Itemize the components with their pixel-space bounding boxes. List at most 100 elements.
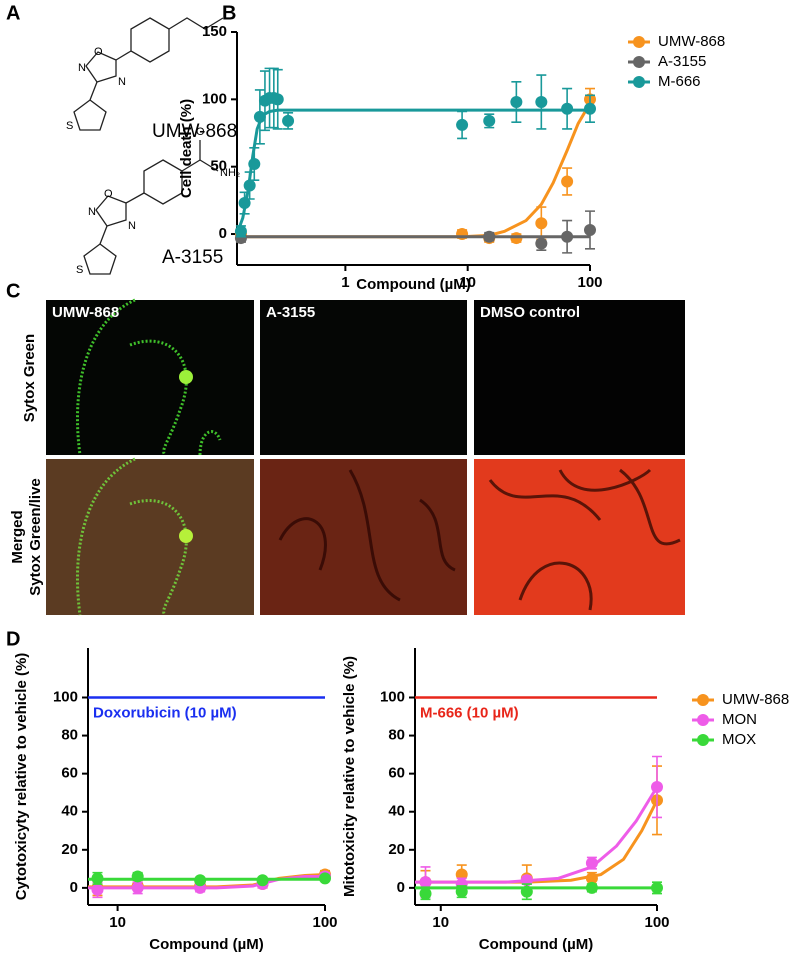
data-point (131, 870, 144, 883)
legend-label: UMW-868 (722, 691, 789, 708)
structure-a3155: O N N S O NH₂ A-3155 (76, 126, 240, 276)
x-tick-label: 10 (109, 914, 126, 931)
data-point (535, 217, 548, 230)
y-tick-label: 40 (61, 803, 78, 820)
legend-label: UMW-868 (658, 33, 725, 50)
data-point (535, 96, 548, 109)
x-tick-label: 100 (644, 914, 669, 931)
image-label: DMSO control (480, 304, 580, 321)
legend-swatch (697, 734, 709, 746)
data-point (483, 230, 496, 243)
data-point (253, 110, 266, 123)
image-label: A-3155 (266, 304, 315, 321)
data-point (584, 223, 596, 236)
data-point (91, 872, 104, 885)
fit-curve (415, 786, 659, 884)
atom-label: O (94, 46, 103, 58)
data-point (561, 230, 574, 243)
y-tick-label: 0 (219, 225, 227, 242)
data-point (256, 874, 269, 887)
y-tick-label: 40 (388, 803, 405, 820)
legend-label: A-3155 (658, 53, 706, 70)
data-point (248, 157, 261, 170)
y-axis-title: Mitotoxicity relative to vehicle (%) (341, 656, 358, 897)
compound-name: A-3155 (162, 247, 223, 268)
x-tick-label: 10 (432, 914, 449, 931)
data-point (131, 881, 144, 894)
row-label: Sytox Green (21, 334, 38, 422)
atom-label: NH₂ (220, 167, 240, 179)
legend-swatch (697, 694, 709, 706)
data-point (282, 114, 295, 127)
legend-label: MOX (722, 731, 756, 748)
data-point (585, 872, 598, 885)
data-point (456, 228, 469, 241)
data-point (419, 887, 432, 900)
row-label: Merged (9, 510, 26, 563)
data-point (234, 225, 247, 238)
atom-label: S (76, 264, 83, 276)
atom-label: O (196, 126, 205, 138)
data-point (419, 876, 432, 889)
data-point (651, 780, 663, 793)
x-tick-label: 10 (459, 274, 476, 291)
data-point (585, 857, 598, 870)
data-point (483, 114, 496, 127)
y-tick-label: 50 (210, 158, 227, 175)
panel-label: C (6, 280, 20, 302)
legend-swatch (633, 56, 645, 68)
legend-swatch (633, 36, 645, 48)
data-point (561, 102, 574, 115)
atom-label: N (78, 62, 86, 74)
structure-umw868: O N N S UMW-868 (66, 17, 237, 142)
compound-name: UMW-868 (152, 121, 237, 142)
legend-swatch (697, 714, 709, 726)
y-tick-label: 20 (388, 841, 405, 858)
x-axis-title: Compound (µM) (356, 276, 470, 293)
data-point (319, 872, 331, 885)
y-tick-label: 100 (380, 688, 405, 705)
y-tick-label: 100 (53, 688, 78, 705)
y-tick-label: 0 (397, 879, 405, 896)
panel-label: B (222, 2, 236, 24)
data-point (584, 102, 596, 115)
y-tick-label: 20 (61, 841, 78, 858)
atom-label: N (88, 206, 96, 218)
y-tick-label: 60 (61, 765, 78, 782)
y-tick-label: 80 (61, 727, 78, 744)
atom-label: N (128, 220, 136, 232)
legend-label: MON (722, 711, 757, 728)
y-tick-label: 150 (202, 23, 227, 40)
data-point (91, 883, 104, 896)
y-tick-label: 60 (388, 765, 405, 782)
data-point (243, 179, 256, 192)
micrographs: UMW-868 A-3155 DMSO control Sytox Green … (9, 298, 685, 617)
data-point (535, 237, 548, 250)
data-point (651, 881, 663, 894)
x-tick-label: 1 (341, 274, 349, 291)
panel-label: D (6, 628, 20, 650)
image-label: UMW-868 (52, 304, 119, 321)
y-axis-title: Cytotoxicyty relative to vehicle (%) (13, 653, 30, 901)
reference-label: M-666 (10 µM) (420, 704, 519, 721)
data-point (561, 175, 574, 188)
data-point (585, 881, 598, 894)
data-point (455, 868, 468, 881)
data-point (455, 885, 468, 898)
x-tick-label: 100 (577, 274, 602, 291)
atom-label: S (66, 120, 73, 132)
data-point (271, 93, 284, 106)
y-tick-label: 0 (70, 879, 78, 896)
x-axis-title: Compound (µM) (149, 936, 263, 953)
row-label: Sytox Green/live (27, 478, 44, 596)
data-point (456, 118, 469, 131)
legend-swatch (633, 76, 645, 88)
y-tick-label: 80 (388, 727, 405, 744)
reference-label: Doxorubicin (10 µM) (93, 704, 237, 721)
y-tick-label: 100 (202, 90, 227, 107)
legend-label: M-666 (658, 73, 701, 90)
atom-label: O (104, 188, 113, 200)
x-axis-title: Compound (µM) (479, 936, 593, 953)
y-axis-title: Cell death (%) (178, 99, 195, 198)
